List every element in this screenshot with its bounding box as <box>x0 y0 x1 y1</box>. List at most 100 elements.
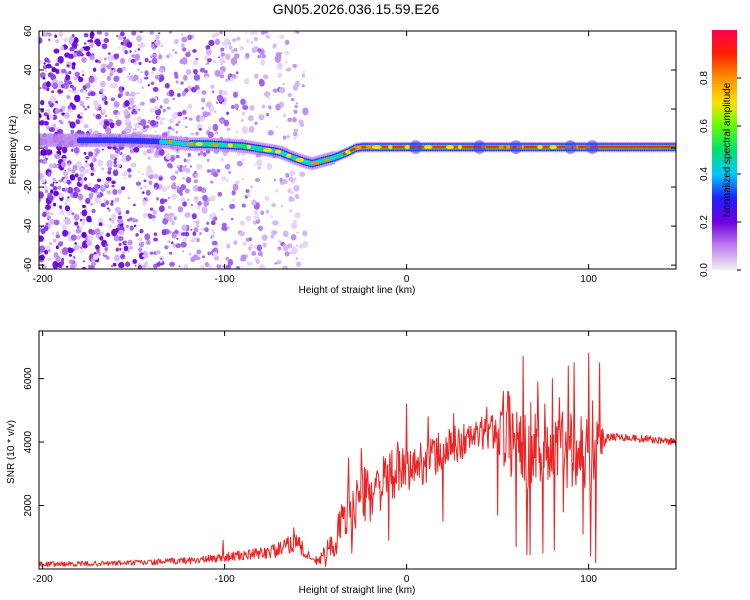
noise-blob <box>111 67 114 71</box>
ridge-peak <box>274 149 282 154</box>
noise-blob <box>75 50 83 57</box>
noise-blob <box>58 192 65 198</box>
ridge-peak <box>354 145 363 150</box>
noise-blob <box>179 192 183 196</box>
noise-blob <box>180 184 187 191</box>
noise-blob <box>254 177 261 183</box>
noise-blob <box>159 259 163 263</box>
noise-blob <box>48 195 54 201</box>
noise-blob <box>71 104 76 110</box>
noise-blob <box>161 229 167 236</box>
noise-blob <box>177 233 181 236</box>
noise-blob <box>192 184 200 192</box>
noise-blob <box>42 76 46 80</box>
noise-blob <box>150 71 155 75</box>
noise-blob <box>205 63 208 66</box>
colorbar-tick-label: 0.6 <box>699 119 710 133</box>
noise-blob <box>71 65 76 70</box>
snr-y-ticks: 2000 4000 6000 <box>23 367 676 517</box>
noise-blob <box>206 158 210 162</box>
noise-blob <box>261 104 266 109</box>
noise-blob <box>205 48 212 56</box>
noise-blob <box>79 100 84 105</box>
noise-blob <box>62 229 69 237</box>
noise-blob <box>230 57 238 66</box>
noise-blob <box>127 168 132 173</box>
noise-blob <box>104 127 112 134</box>
noise-blob <box>68 259 73 264</box>
colorbar-gradient <box>712 30 737 270</box>
spectrogram-frame <box>38 30 677 270</box>
noise-blob <box>103 250 108 256</box>
noise-blob <box>131 54 136 58</box>
noise-blob <box>52 206 55 210</box>
noise-blob <box>222 265 225 268</box>
noise-blob <box>253 210 258 215</box>
noise-blob <box>174 170 179 175</box>
ridge-peak <box>286 153 292 158</box>
noise-blob <box>86 240 93 247</box>
noise-blob <box>90 187 97 193</box>
noise-blob <box>196 163 203 170</box>
noise-blob <box>45 63 52 69</box>
noise-blob <box>140 241 145 246</box>
noise-blob <box>282 230 289 238</box>
noise-blob <box>231 49 235 54</box>
noise-blob <box>135 233 139 237</box>
noise-blob <box>272 88 278 93</box>
noise-blob <box>67 162 71 166</box>
noise-blob <box>184 188 190 194</box>
noise-blob <box>124 126 132 134</box>
noise-blob <box>293 177 297 182</box>
noise-blob <box>235 180 240 185</box>
noise-blob <box>110 202 114 206</box>
snr-y-tick-label: 4000 <box>23 431 34 454</box>
noise-blob <box>159 120 163 125</box>
noise-blob <box>171 193 177 200</box>
noise-blob <box>172 97 175 101</box>
noise-blob <box>101 167 105 171</box>
spectrogram-x-label: Height of straight line (km) <box>299 285 416 296</box>
noise-blob <box>42 155 47 159</box>
noise-blob <box>103 37 110 44</box>
ridge-peak <box>457 145 462 150</box>
noise-blob <box>260 31 266 35</box>
noise-blob <box>88 151 93 157</box>
noise-blob <box>199 116 206 122</box>
spectrogram-x-tick-label: -100 <box>215 274 235 285</box>
noise-blob <box>92 67 97 72</box>
noise-blob <box>100 68 106 74</box>
noise-blob <box>244 78 250 85</box>
noise-blob <box>86 51 91 57</box>
noise-blob <box>287 117 293 123</box>
noise-blob <box>42 211 47 218</box>
noise-blob <box>121 153 126 158</box>
ridge-thickening <box>586 140 599 155</box>
noise-blob <box>48 114 54 120</box>
noise-blob <box>53 190 59 197</box>
noise-blob <box>201 97 206 103</box>
noise-blob <box>147 119 151 124</box>
noise-blob <box>113 75 120 82</box>
noise-blob <box>235 266 241 269</box>
noise-blob <box>182 74 188 81</box>
noise-blob <box>139 228 144 234</box>
snr-series-line <box>39 352 676 568</box>
noise-blob <box>214 32 220 37</box>
noise-blob <box>199 232 202 236</box>
noise-blob <box>211 240 218 246</box>
noise-blob <box>56 128 63 135</box>
noise-blob <box>40 178 46 184</box>
noise-blob <box>212 123 219 132</box>
noise-blob <box>88 41 95 49</box>
noise-blob <box>211 234 215 238</box>
noise-blob <box>210 180 214 184</box>
noise-blob <box>43 121 49 126</box>
noise-blob <box>175 123 179 127</box>
noise-blob <box>138 247 143 253</box>
noise-blob <box>104 180 110 186</box>
noise-blob <box>83 124 89 129</box>
noise-blob <box>232 38 237 43</box>
noise-blob <box>113 112 116 115</box>
noise-blob <box>124 50 128 55</box>
